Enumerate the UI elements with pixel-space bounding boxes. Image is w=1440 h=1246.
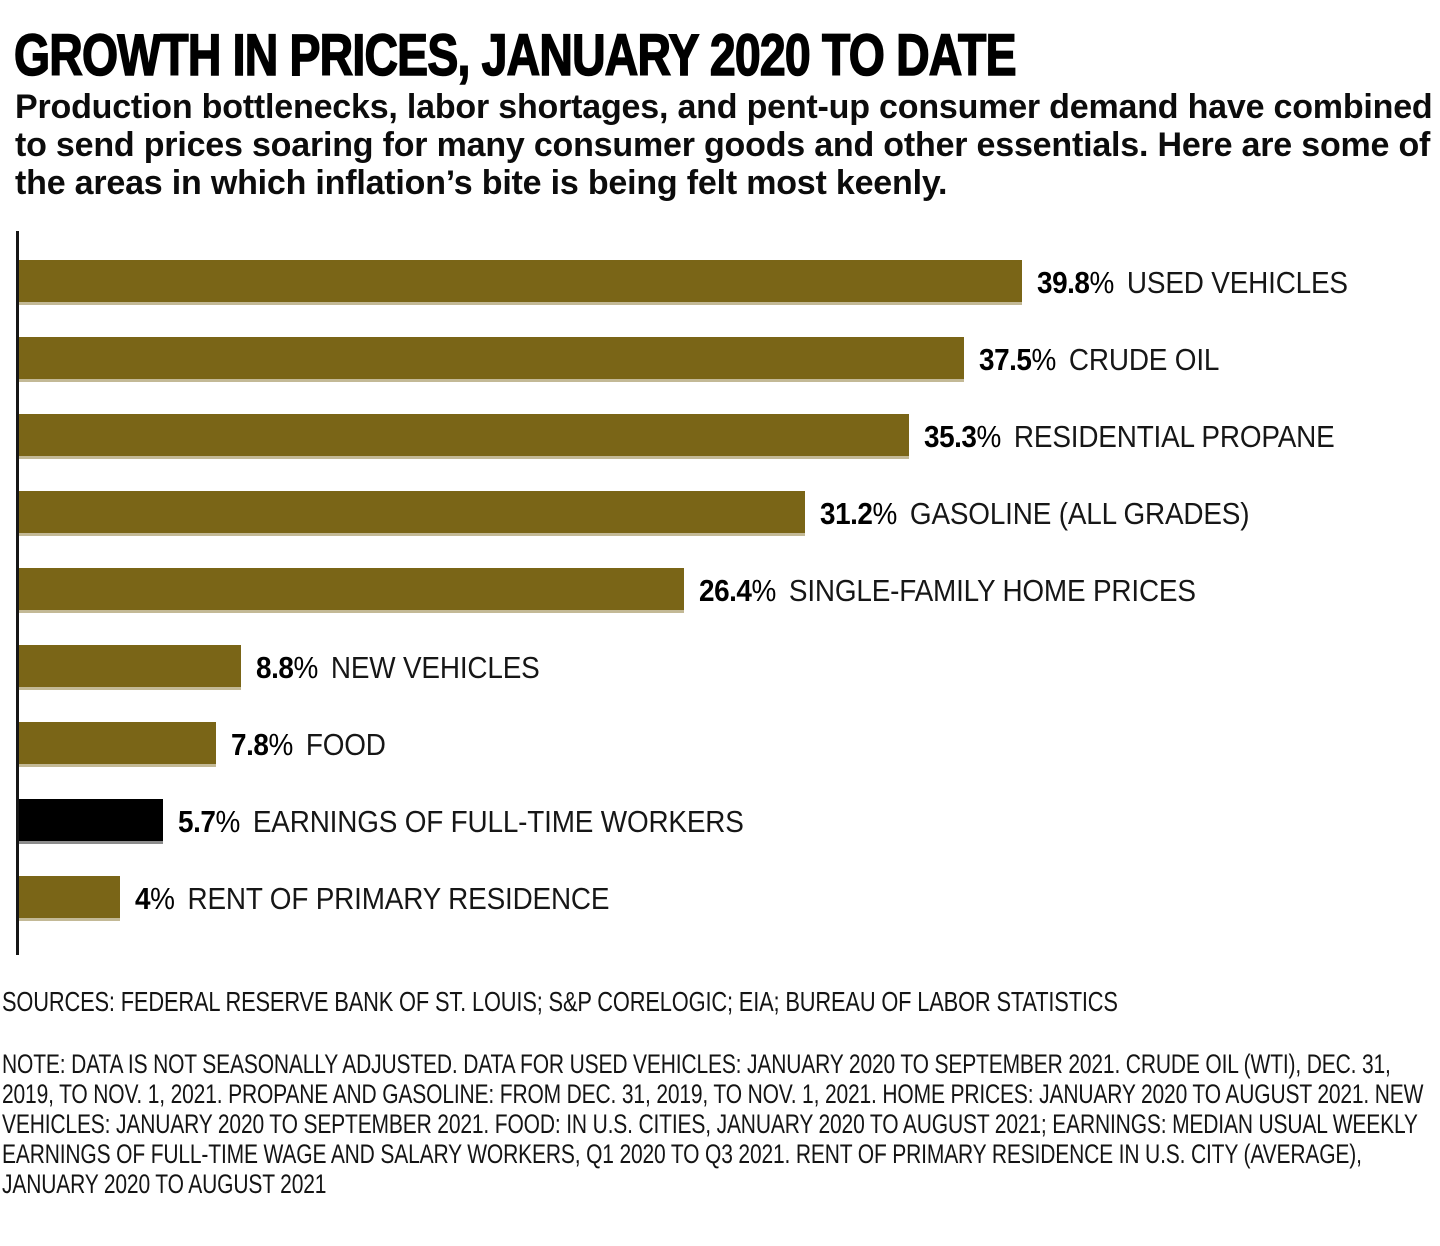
bar-category-label: CRUDE OIL <box>1068 341 1220 377</box>
bar-value-unit: % <box>268 726 294 762</box>
bar-category-label: FOOD <box>305 726 386 762</box>
bar-annotation: 39.8% USED VEHICLES <box>1037 260 1348 305</box>
bar-row: 31.2% GASOLINE (ALL GRADES) <box>19 491 1440 568</box>
bar-category-label: GASOLINE (ALL GRADES) <box>909 495 1250 531</box>
bar-annotation: 4% RENT OF PRIMARY RESIDENCE <box>135 876 610 921</box>
bar-category-label: EARNINGS OF FULL-TIME WORKERS <box>252 803 744 839</box>
bar <box>19 491 805 536</box>
bar-value-label: 26.4% <box>699 572 777 608</box>
bar-row: 8.8% NEW VEHICLES <box>19 645 1440 722</box>
bar-value-label: 8.8% <box>256 649 319 685</box>
bar <box>19 337 964 382</box>
bar <box>19 799 163 844</box>
bar-value-unit: % <box>1031 341 1057 377</box>
bar-row: 39.8% USED VEHICLES <box>19 260 1440 337</box>
bar-value-label: 7.8% <box>231 726 294 762</box>
bar-row: 26.4% SINGLE-FAMILY HOME PRICES <box>19 568 1440 645</box>
bar-category-label: RESIDENTIAL PROPANE <box>1013 418 1335 454</box>
bar-annotation: 8.8% NEW VEHICLES <box>256 645 540 690</box>
bar <box>19 645 241 690</box>
bar-chart: 39.8% USED VEHICLES 37.5% CRUDE OIL 35.3% RES… <box>19 260 1440 953</box>
bar <box>19 722 216 767</box>
bar-value-label: 35.3% <box>924 418 1002 454</box>
bar-value-unit: % <box>751 572 777 608</box>
bar-value-unit: % <box>215 803 241 839</box>
bar-value-unit: % <box>872 495 898 531</box>
bar-category-label: NEW VEHICLES <box>330 649 540 685</box>
y-axis-line <box>16 231 19 955</box>
bar <box>19 876 120 921</box>
bar-value-label: 31.2% <box>820 495 898 531</box>
bar-annotation: 31.2% GASOLINE (ALL GRADES) <box>820 491 1250 536</box>
sources-text: SOURCES: FEDERAL RESERVE BANK OF ST. LOU… <box>2 986 1118 1017</box>
bar-value-unit: % <box>293 649 319 685</box>
bar-category-label: USED VEHICLES <box>1126 264 1348 300</box>
bar-row: 4% RENT OF PRIMARY RESIDENCE <box>19 876 1440 953</box>
bar-row: 7.8% FOOD <box>19 722 1440 799</box>
bar-annotation: 35.3% RESIDENTIAL PROPANE <box>924 414 1335 459</box>
bar <box>19 260 1022 305</box>
bar-value-label: 5.7% <box>178 803 241 839</box>
bar-value-unit: % <box>1089 264 1115 300</box>
bar <box>19 568 684 613</box>
bar-annotation: 26.4% SINGLE-FAMILY HOME PRICES <box>699 568 1196 613</box>
bar-value-unit: % <box>976 418 1002 454</box>
bar-row: 35.3% RESIDENTIAL PROPANE <box>19 414 1440 491</box>
bar-category-label: SINGLE-FAMILY HOME PRICES <box>788 572 1196 608</box>
bar-annotation: 5.7% EARNINGS OF FULL-TIME WORKERS <box>178 799 744 844</box>
bar-value-label: 39.8% <box>1037 264 1115 300</box>
chart-title: GROWTH IN PRICES, JANUARY 2020 TO DATE <box>13 23 1017 88</box>
chart-subtitle: Production bottlenecks, labor shortages,… <box>15 88 1433 202</box>
note-text: NOTE: DATA IS NOT SEASONALLY ADJUSTED. D… <box>2 1049 1424 1199</box>
bar-value-label: 37.5% <box>979 341 1057 377</box>
bar-value-label: 4% <box>135 880 175 916</box>
bar <box>19 414 909 459</box>
bar-row: 37.5% CRUDE OIL <box>19 337 1440 414</box>
bar-row: 5.7% EARNINGS OF FULL-TIME WORKERS <box>19 799 1440 876</box>
bar-category-label: RENT OF PRIMARY RESIDENCE <box>187 880 610 916</box>
bar-annotation: 7.8% FOOD <box>231 722 386 767</box>
bar-value-unit: % <box>150 880 175 916</box>
bar-annotation: 37.5% CRUDE OIL <box>979 337 1219 382</box>
